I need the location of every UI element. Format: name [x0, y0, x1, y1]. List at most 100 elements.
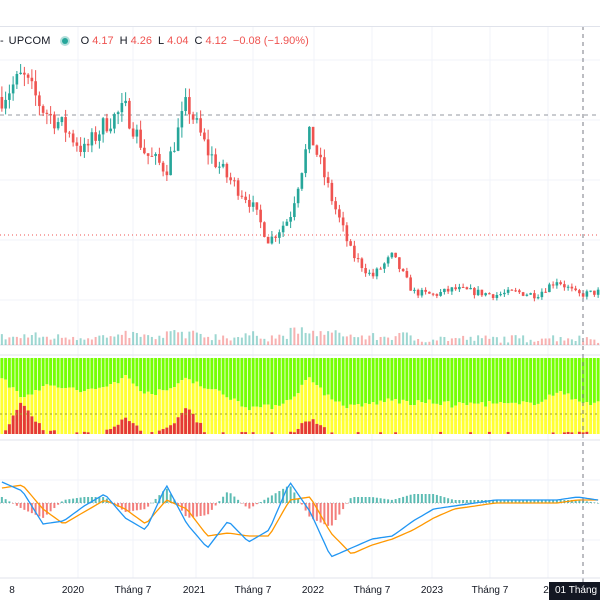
- macd-pane: [0, 26, 600, 582]
- macd-histogram-bar: [132, 503, 135, 511]
- candle-body: [476, 289, 480, 296]
- buy-zone-bar: [176, 358, 180, 384]
- buy-zone-bar: [589, 358, 593, 406]
- sell-zone-bar: [487, 431, 491, 434]
- candle-body: [585, 291, 589, 297]
- buy-zone-bar: [90, 358, 94, 389]
- candle-body: [428, 291, 431, 294]
- mid-zone-bar: [570, 399, 574, 434]
- mid-zone-bar: [210, 389, 214, 434]
- buy-zone-bar: [34, 358, 38, 391]
- macd-histogram-bar: [548, 500, 551, 503]
- sell-zone-bar: [379, 432, 383, 434]
- time-axis-label: Tháng 7: [115, 585, 152, 596]
- mid-zone-bar: [420, 402, 424, 434]
- mid-zone-bar: [34, 390, 38, 434]
- buy-zone-bar: [225, 358, 229, 398]
- macd-histogram-bar: [124, 503, 127, 512]
- macd-histogram-bar: [368, 497, 371, 503]
- symbol-label[interactable]: UPCOM: [8, 35, 51, 47]
- candle-body: [4, 99, 7, 109]
- buy-zone-bar: [394, 358, 398, 400]
- volume-bar: [105, 337, 108, 345]
- buy-zone-bar: [281, 358, 285, 404]
- buy-zone-bar: [0, 358, 4, 379]
- volume-bar: [525, 342, 528, 345]
- sell-zone-bar: [131, 423, 135, 434]
- volume-bar: [503, 336, 506, 345]
- candle-body: [203, 132, 206, 140]
- mid-zone-bar: [525, 402, 529, 434]
- candle-body: [143, 147, 146, 154]
- candle-body: [135, 129, 139, 137]
- price-pane: [0, 64, 600, 302]
- mid-zone-bar: [244, 407, 248, 434]
- candle-body: [345, 225, 349, 242]
- mid-zone-bar: [450, 407, 454, 434]
- volume-bar: [60, 337, 63, 345]
- candle-body: [71, 133, 75, 143]
- candle-body: [244, 196, 247, 200]
- mid-zone-bar: [424, 403, 428, 434]
- macd-histogram-bar: [79, 497, 82, 503]
- volume-bar: [405, 332, 408, 345]
- candle-body: [79, 145, 82, 153]
- volume-bar: [443, 336, 446, 345]
- volume-bar: [98, 335, 101, 345]
- sell-zone-bar: [127, 421, 131, 434]
- mid-zone-bar: [431, 403, 435, 434]
- time-axis-label: 2021: [183, 585, 206, 596]
- candle-body: [161, 162, 165, 172]
- sell-zone-bar: [202, 432, 206, 434]
- volume-bar: [349, 334, 352, 345]
- buy-zone-bar: [450, 358, 454, 408]
- candle-body: [116, 112, 120, 115]
- change-value: −0.08 (−1.90%): [232, 35, 309, 47]
- macd-histogram-bar: [259, 501, 262, 503]
- buy-zone-bar: [330, 358, 334, 400]
- buy-zone-bar: [592, 358, 596, 403]
- buy-zone-bar: [521, 358, 525, 402]
- volume-bar: [233, 337, 236, 345]
- sell-zone-bar: [116, 424, 120, 434]
- buy-zone-bar: [202, 358, 206, 389]
- mid-zone-bar: [514, 402, 518, 434]
- volume-bar: [12, 336, 15, 345]
- volume-bar: [15, 336, 18, 345]
- buy-zone-bar: [304, 358, 308, 381]
- volume-bar: [593, 339, 596, 345]
- sell-zone-bar: [187, 409, 191, 434]
- buy-zone-bar: [214, 358, 218, 390]
- macd-histogram-bar: [169, 494, 172, 503]
- candle-body: [544, 291, 547, 293]
- volume-bar: [540, 338, 543, 345]
- volume-bar: [548, 338, 551, 345]
- candle-body: [311, 126, 315, 146]
- mid-zone-bar: [304, 380, 308, 434]
- candle-body: [191, 114, 195, 120]
- buy-zone-bar: [127, 358, 131, 379]
- mid-zone-bar: [236, 401, 240, 434]
- volume-bar: [368, 335, 371, 345]
- macd-histogram-bar: [593, 502, 596, 503]
- candle-body: [285, 221, 289, 226]
- volume-bar: [180, 331, 183, 345]
- candle-body: [394, 252, 397, 258]
- mid-zone-bar: [315, 385, 319, 434]
- buy-zone-bar: [307, 358, 311, 378]
- volume-bar: [297, 333, 300, 345]
- macd-histogram-bar: [49, 503, 52, 512]
- volume-bar: [338, 332, 341, 345]
- buy-zone-bar: [484, 358, 488, 407]
- mid-zone-bar: [56, 387, 60, 434]
- candle-body: [173, 150, 176, 152]
- macd-histogram-bar: [38, 503, 41, 517]
- volume-bar: [312, 330, 315, 345]
- volume-bar: [38, 337, 41, 345]
- macd-histogram-bar: [72, 498, 75, 503]
- legend-bar: - UPCOM O 4.17 H 4.26 L 4.04 C 4.12 −0.0…: [0, 35, 309, 47]
- candle-body: [154, 154, 157, 156]
- candle-body: [214, 154, 217, 168]
